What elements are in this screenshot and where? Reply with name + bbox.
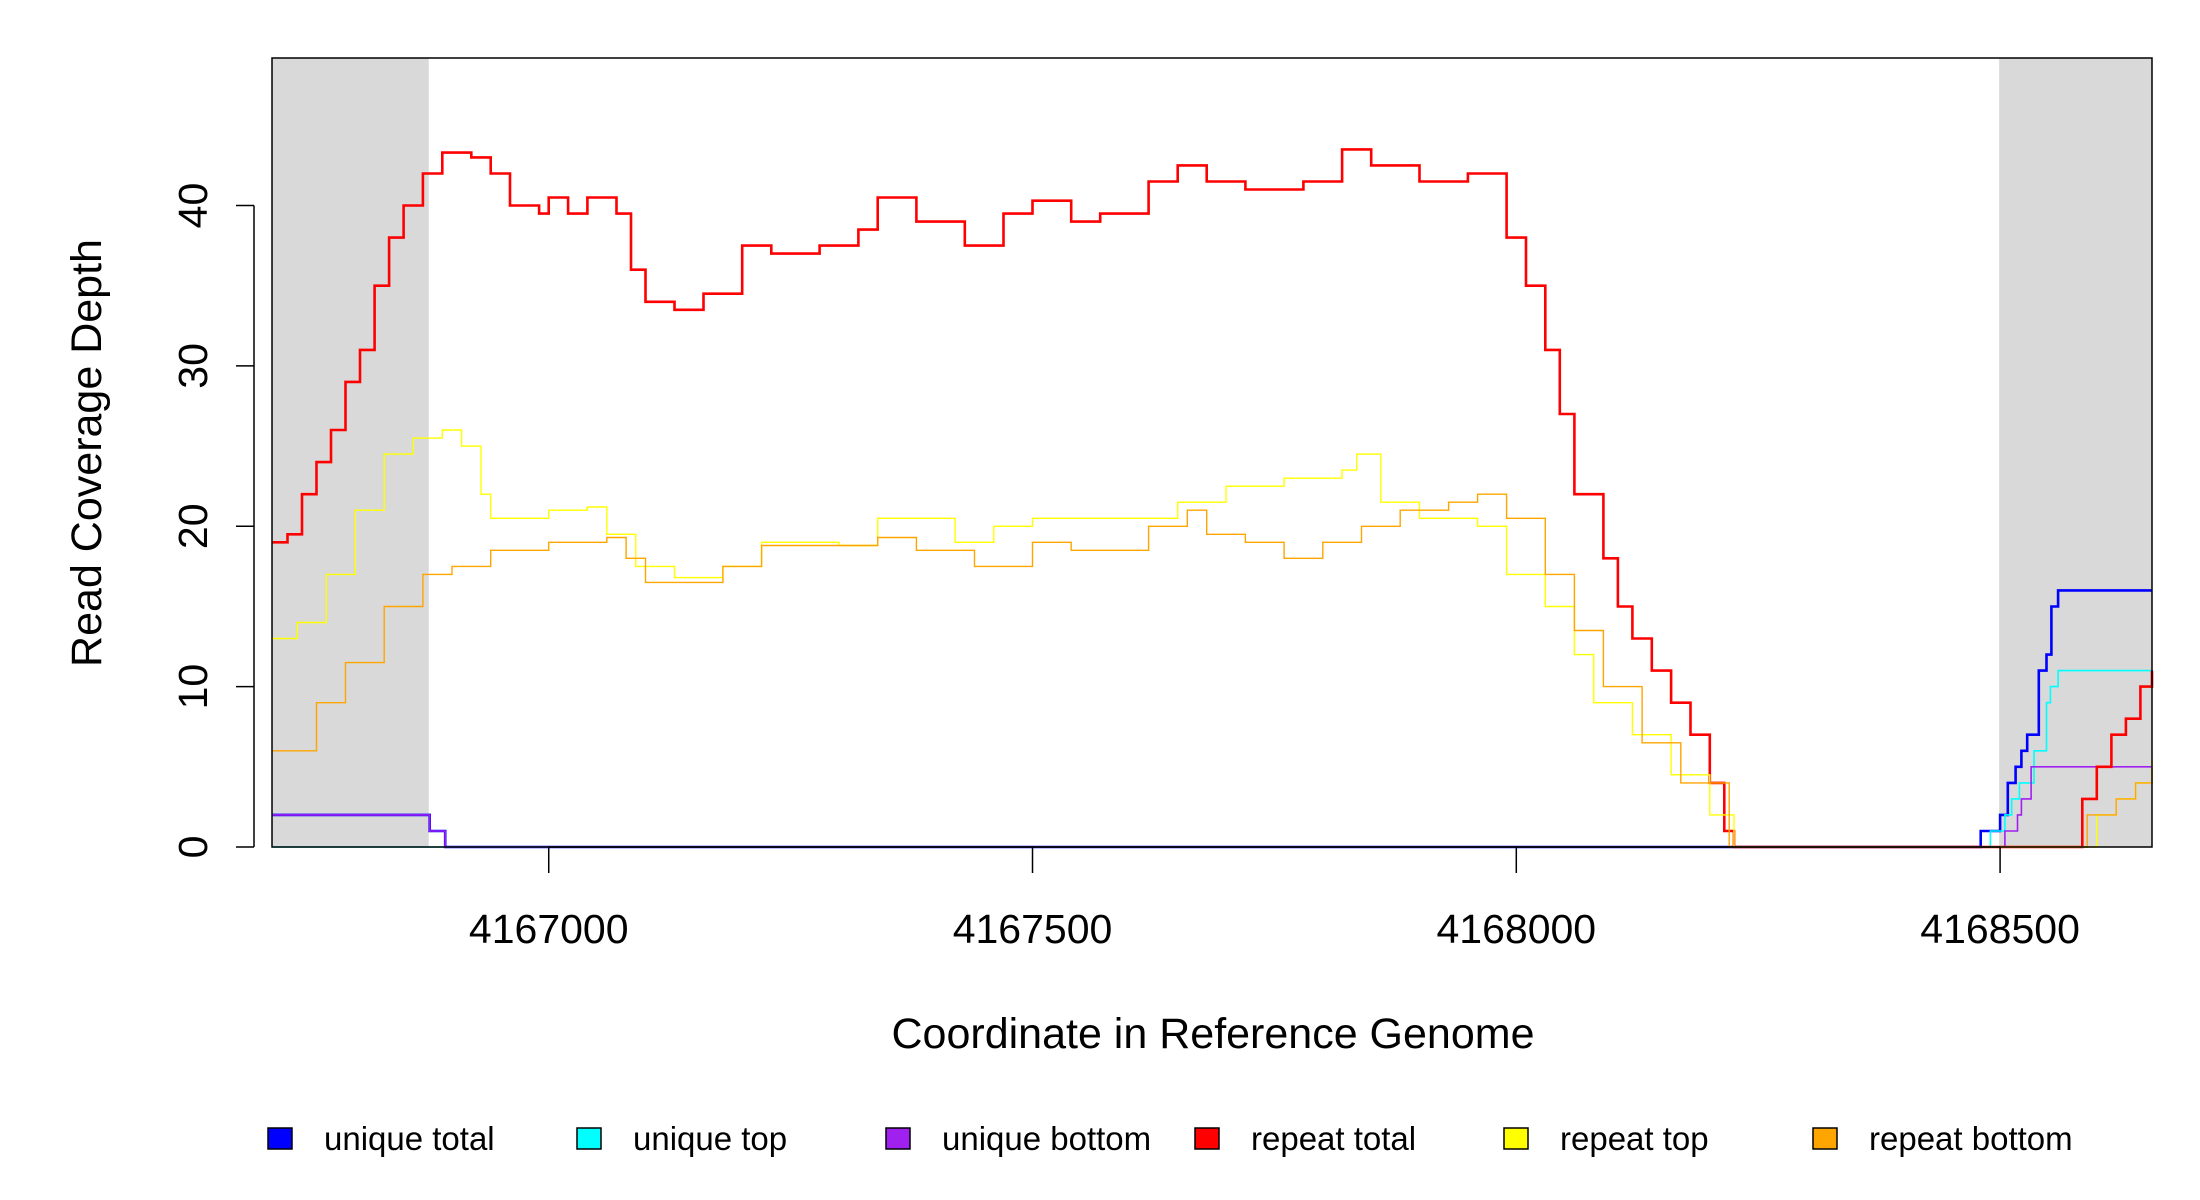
legend-label: repeat top <box>1560 1120 1709 1157</box>
shaded-region-0 <box>272 58 429 847</box>
shaded-regions <box>272 58 2152 847</box>
legend-item-unique-top: unique top <box>576 1120 787 1157</box>
series-lines <box>272 148 2154 849</box>
y-axis: 0 10 20 30 40 <box>170 183 255 859</box>
x-axis-title: Coordinate in Reference Genome <box>892 1010 1535 1058</box>
shaded-region-1 <box>1999 58 2152 847</box>
series-line-unique-total <box>272 589 2152 849</box>
series-line-unique-bottom <box>272 766 2152 848</box>
y-tick-label: 10 <box>170 664 216 710</box>
series-line-repeat-top <box>272 429 2153 848</box>
legend-swatch <box>267 1127 293 1150</box>
y-tick-label: 20 <box>170 503 216 549</box>
legend-item-repeat-bottom: repeat bottom <box>1812 1120 2073 1157</box>
y-tick-label: 0 <box>170 836 216 859</box>
legend-swatch <box>1194 1127 1220 1150</box>
legend-label: unique bottom <box>942 1120 1151 1157</box>
legend: unique total unique top unique bottom repea… <box>267 1120 2073 1157</box>
legend-item-repeat-total: repeat total <box>1194 1120 1416 1157</box>
series-line-repeat-bottom <box>272 493 2153 848</box>
y-tick-label: 30 <box>170 343 216 389</box>
legend-swatch <box>1812 1127 1838 1150</box>
x-tick-label: 4167000 <box>469 906 629 952</box>
x-tick-label: 4167500 <box>953 906 1113 952</box>
x-tick-label: 4168000 <box>1436 906 1596 952</box>
legend-swatch <box>885 1127 911 1150</box>
x-axis: 4167000 4167500 4168000 4168500 <box>469 846 2080 952</box>
legend-item-unique-total: unique total <box>267 1120 495 1157</box>
y-tick-label: 40 <box>170 183 216 229</box>
legend-item-repeat-top: repeat top <box>1503 1120 1709 1157</box>
legend-label: repeat total <box>1251 1120 1416 1157</box>
series-line-unique-top <box>272 669 2152 848</box>
legend-item-unique-bottom: unique bottom <box>885 1120 1151 1157</box>
series-line-repeat-total <box>272 148 2154 849</box>
legend-label: unique total <box>324 1120 495 1157</box>
legend-swatch <box>576 1127 602 1150</box>
legend-label: repeat bottom <box>1869 1120 2073 1157</box>
legend-swatch <box>1503 1127 1529 1150</box>
y-axis-title: Read Coverage Depth <box>63 239 111 667</box>
x-tick-label: 4168500 <box>1920 906 2080 952</box>
plot-frame <box>271 57 2153 848</box>
legend-label: unique top <box>633 1120 787 1157</box>
